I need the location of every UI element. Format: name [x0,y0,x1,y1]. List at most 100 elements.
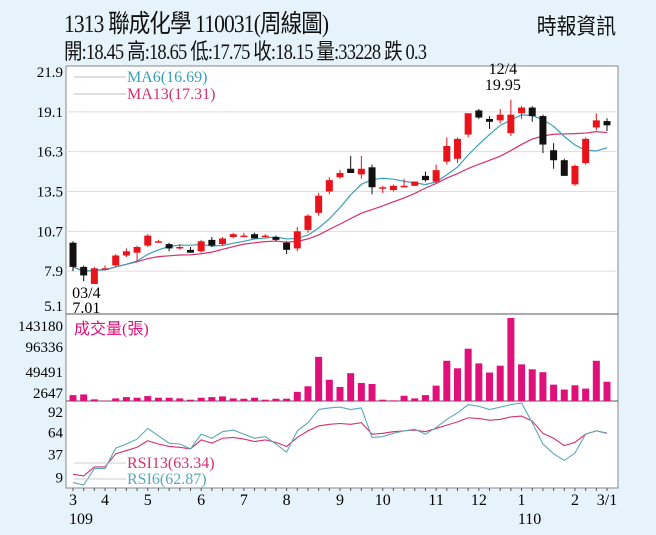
x-tick-label: 9 [336,492,344,509]
volume-bar [539,372,547,401]
volume-bar [272,398,280,401]
y-tick-label: 16.3 [37,145,63,161]
candle-up [411,181,419,186]
x-tick-label: 3/1 [597,492,617,509]
candle-down [475,110,483,118]
candle-up [379,187,387,189]
candle-down [80,266,88,276]
x-tick-label: 3 [69,492,77,509]
volume-bar [144,396,152,401]
volume-label: 成交量(張) [74,320,149,338]
candle-down [368,167,376,188]
rsi-legend-label: RSI13(63.34) [127,455,215,472]
candle-up [101,268,109,270]
legend-label-ma13: MA13(17.31) [127,86,215,103]
candle-up [315,195,323,213]
candle-down [603,121,611,126]
volume-bar [261,399,269,401]
candle-up [400,185,408,188]
x-year-label: 109 [69,511,93,528]
x-year-label: 110 [518,511,541,528]
volume-bar [197,397,205,401]
volume-bar [283,398,291,401]
rsi-tick-label: 92 [48,405,63,421]
candle-up [496,114,504,121]
volume-bar [560,389,568,401]
volume-bar [347,373,355,401]
volume-bar [389,400,397,401]
volume-bar [411,398,419,401]
volume-bar [453,368,461,401]
candle-up [571,165,579,185]
source-label: 時報資訊 [536,14,616,39]
volume-bar [165,397,173,401]
volume-bar [443,360,451,401]
volume-bar [186,399,194,401]
price-annotation: 03/4 [72,285,100,302]
price-stats: 開:18.45 高:18.65 低:17.75 收:18.15 量:33228 … [64,39,427,64]
volume-bar [112,398,120,401]
volume-bar [208,397,216,401]
x-tick-label: 11 [428,492,443,509]
volume-tick-label: 96336 [26,340,64,356]
volume-bar [122,397,130,401]
ma6-line [72,114,608,272]
price-annotation: 12/4 [489,61,517,78]
volume-tick-label: 2647 [33,386,64,402]
volume-bar [571,385,579,401]
candle-up [453,138,461,159]
volume-bar [421,395,429,401]
volume-bar [379,399,387,401]
x-tick-label: 10 [375,492,391,509]
candle-up [261,235,269,238]
candle-up [325,180,333,192]
volume-bar [475,363,483,401]
candle-up [464,113,472,135]
chart-title: 1313 聯成化學 110031(周線圖) [64,11,329,38]
volume-bar [507,318,515,401]
candle-down [347,168,355,174]
volume-bar [592,360,600,401]
volume-bar [240,398,248,401]
rsi-legend-label: RSI6(62.87) [127,471,207,488]
x-tick-label: 12 [471,492,487,509]
candle-down [486,118,494,122]
volume-bar [518,364,526,401]
candle-up [219,238,227,245]
candle-up [304,215,312,230]
volume-bar [315,356,323,401]
candle-up [389,185,397,191]
price-annotation: 7.01 [72,300,100,317]
candle-up [154,241,162,243]
candle-up [518,107,526,114]
x-tick-label: 5 [144,492,152,509]
candle-up [133,246,141,253]
rsi-line-rsi13 [72,415,608,477]
volume-bar [229,398,237,401]
y-tick-label: 19.1 [37,105,63,121]
candle-down [186,249,194,253]
candle-down [560,160,568,176]
candle-up [336,173,344,178]
candle-up [592,120,600,128]
candle-up [443,145,451,162]
volume-bar [251,397,259,401]
candle-up [507,114,515,134]
volume-bar [154,397,162,401]
x-tick-label: 6 [197,492,205,509]
candle-up [144,235,152,246]
volume-bar [133,397,141,401]
volume-bar [550,384,558,401]
volume-bar [603,381,611,401]
x-tick-label: 4 [101,492,109,509]
legend-label-ma6: MA6(16.69) [127,69,207,86]
candle-up [122,251,130,256]
volume-bar [528,369,536,401]
volume-bar [357,383,365,401]
volume-bar [582,388,590,401]
y-tick-label: 10.7 [37,224,64,240]
volume-bar [80,394,88,401]
candle-up [176,246,184,249]
ma13-line [72,131,608,272]
